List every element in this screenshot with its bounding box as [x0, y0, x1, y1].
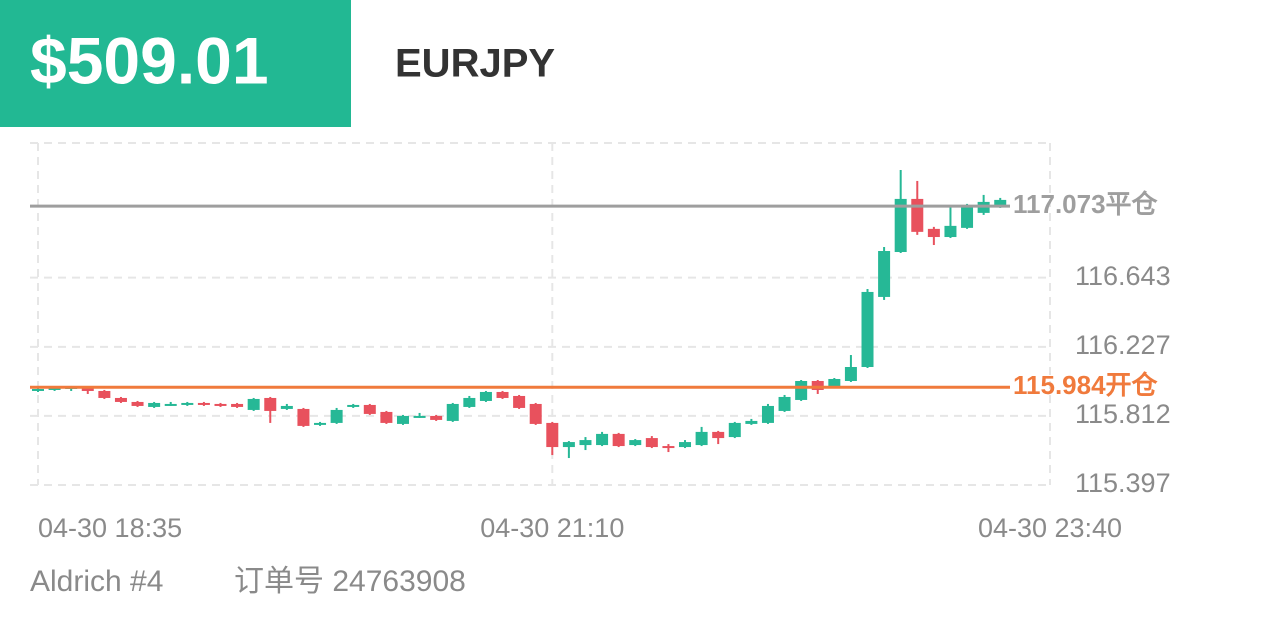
candle-body [844, 367, 857, 381]
y-tick-label: 116.227 [1075, 330, 1171, 360]
candle-body [48, 387, 61, 390]
candle-body [347, 404, 360, 407]
candle-body [961, 206, 974, 228]
candle-body [330, 409, 343, 423]
candle-body [778, 396, 791, 411]
candle-body [280, 405, 293, 409]
candle-body [579, 440, 592, 446]
candle-body [927, 228, 940, 238]
candle-body [81, 387, 94, 391]
candle-body [994, 199, 1007, 206]
candle-body [496, 391, 509, 398]
candle-body [197, 402, 210, 405]
candle-body [247, 398, 260, 410]
price: $509.01 [30, 23, 269, 97]
x-tick-label: 04-30 23:40 [978, 513, 1122, 543]
candle-body [944, 225, 957, 238]
candle-body [679, 442, 692, 448]
candle-body [131, 401, 144, 406]
candle-body [314, 422, 327, 425]
candle-body [479, 391, 492, 401]
reference-label: 115.984开仓 [1013, 370, 1159, 400]
candle-body [562, 442, 575, 448]
candle-body [264, 397, 277, 411]
candle-body [380, 411, 393, 423]
y-tick-label: 115.397 [1075, 468, 1171, 498]
candle-body [745, 420, 758, 424]
candle-body [181, 402, 194, 405]
candle-body [363, 404, 376, 414]
candle-body [430, 415, 443, 420]
candle-body [878, 251, 891, 297]
symbol: EURJPY [395, 42, 555, 86]
candle-body [811, 380, 824, 390]
x-tick-label: 04-30 21:10 [480, 513, 624, 543]
candle-body [861, 291, 874, 368]
x-tick-label: 04-30 18:35 [38, 513, 182, 543]
candle-body [612, 433, 625, 447]
y-tick-label: 115.812 [1075, 399, 1171, 429]
candle-body [463, 397, 476, 407]
y-tick-label: 116.643 [1075, 261, 1171, 291]
candle-body [114, 397, 127, 402]
candle-body [529, 403, 542, 424]
reference-label: 117.073平仓 [1013, 189, 1159, 219]
candle-body [695, 431, 708, 446]
candle-body [828, 378, 841, 387]
candle-body [894, 198, 907, 253]
candle-body [231, 403, 244, 407]
candle-body [712, 431, 725, 439]
candle-body [446, 403, 459, 421]
candle-body [761, 405, 774, 423]
candle-body [413, 415, 426, 418]
candle-body [98, 390, 111, 398]
candle-body [645, 438, 658, 448]
order-number: 订单号 24763908 [234, 565, 466, 598]
price-badge [0, 0, 351, 127]
candle-body [911, 198, 924, 232]
candle-body [728, 422, 741, 438]
candle-body [596, 433, 609, 446]
account: Aldrich #4 [30, 565, 163, 598]
candle-body [396, 415, 409, 424]
candle-body [297, 408, 310, 426]
candle-body [795, 380, 808, 400]
candle-body [662, 446, 675, 449]
candle-body [546, 422, 559, 448]
candle-body [32, 388, 44, 391]
candle-body [513, 395, 526, 408]
candle-body [148, 402, 161, 407]
candle-body [214, 403, 227, 406]
candle-body [629, 440, 642, 446]
candle-body [164, 403, 177, 406]
